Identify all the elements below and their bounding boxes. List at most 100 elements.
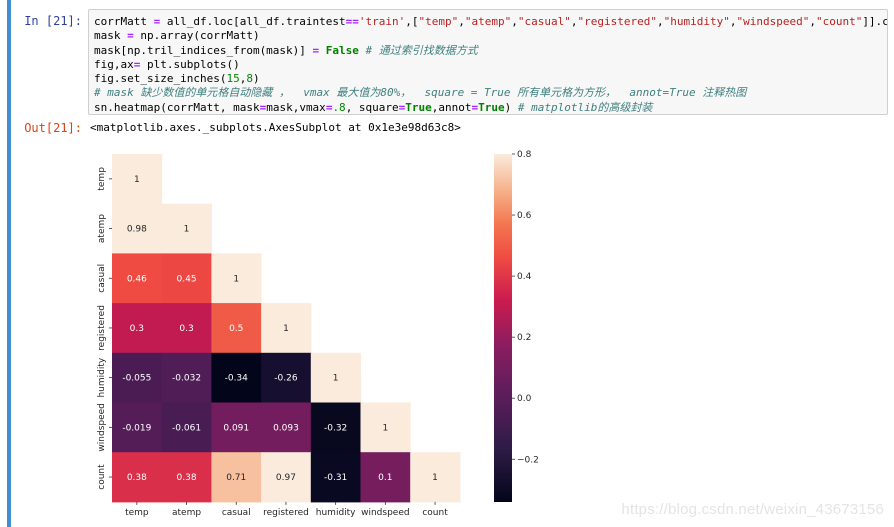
code-token: .8 [332,100,346,114]
y-tick-label: humidity [97,357,107,397]
heatmap-cell [161,303,212,354]
code-token: ,[ [405,15,419,28]
code-token: False [325,43,359,57]
code-token: = [325,100,333,114]
heatmap-cell [310,352,361,403]
code-token: "registered" [577,15,657,28]
cell-annotation: 0.3 [179,324,193,334]
code-token: ,annot [431,100,472,114]
heatmap-cell [261,352,312,403]
heatmap-cell [211,452,262,503]
colorbar-ticks: 0.8 0.6 0.4 0.2 0.0 −0.2 [512,150,539,465]
code-token: = [398,100,406,114]
cell-annotation: 0.38 [177,473,197,483]
code-token: sn.heatmap(corrMatt, mask [94,100,260,114]
cell-annotation: 1 [233,274,239,284]
code-token: # mask 缺少数值的单元格自动隐藏 ， vmax 最大值为80%， squa… [94,86,747,100]
cell-annotation: 0.98 [127,225,147,235]
x-tick-label: humidity [316,508,356,518]
code-token: mask[np.tril_indices_from(mask)] [94,43,313,57]
cell-annotation: 1 [432,473,438,483]
code-token: = [127,29,134,43]
cell-annotation: -0.061 [172,423,201,433]
cell-annotation: 0.091 [223,423,249,433]
code-token: = [133,57,141,71]
y-tick-label: casual [97,264,107,293]
heatmap-cell [161,253,212,304]
x-tick-label: casual [222,508,251,518]
code-token: 8 [246,72,253,86]
code-token: all_df.loc[all_df.traintest [160,15,346,28]
colorbar-tick-label: 0.0 [517,394,532,404]
code-token: , [239,72,247,86]
heatmap-cell [310,402,361,453]
cell-annotation: 1 [184,225,190,235]
heatmap-cell [112,352,163,403]
y-tick-label: count [97,464,107,490]
heatmap-cell [112,402,163,453]
cell-annotation: -0.31 [324,473,347,483]
output-prompt: Out[21]: [24,121,82,135]
code-token: fig.set_size_inches( [94,72,227,86]
heatmap-cell [261,402,312,453]
y-tick-label: temp [97,167,107,191]
x-tick-label: count [422,508,448,518]
x-tick-label: registered [263,508,309,518]
code-token: == [345,15,359,28]
watermark: https://blog.csdn.net/weixin_43673156 [621,501,884,518]
code-token: , [809,15,816,28]
heatmap-cell [161,203,212,254]
heatmap-cell [360,452,411,503]
cell-annotation: 0.3 [130,324,144,334]
code-token: fig,ax [94,57,134,71]
heatmap-cell [360,402,411,453]
cell-annotation: -0.32 [324,423,347,433]
code-token: = [259,100,267,114]
heatmap-cell [261,452,312,503]
input-prompt: In [21]: [24,14,82,28]
cell-annotation: 0.97 [276,473,296,483]
code-token: True [478,100,505,114]
heatmap-cell [112,452,163,503]
code-line: fig,ax= plt.subplots() [94,58,887,72]
code-token: = [312,43,320,57]
heatmap-cell [112,203,163,254]
x-tick-label: atemp [172,508,201,518]
code-token: , [458,15,465,28]
colorbar-tick-label: −0.2 [517,455,539,465]
cell-annotation: -0.34 [225,374,249,384]
y-tick-label: registered [97,305,107,351]
heatmap-cell [211,352,262,403]
cell-annotation: 1 [333,374,339,384]
cell-annotation: 0.5 [229,324,243,334]
heatmap-cell [112,253,163,304]
code-token: "windspeed" [736,15,810,28]
code-line: # mask 缺少数值的单元格自动隐藏 ， vmax 最大值为80%， squa… [94,86,887,100]
code-token: = [153,15,161,28]
code-token: , [656,15,664,28]
code-token: , [511,15,518,28]
code-token: ]].corr() [862,15,888,28]
code-token: mask,vmax [266,100,326,114]
code-token: "casual" [517,15,571,28]
code-token: "temp" [418,15,459,28]
colorbar-tick-label: 0.8 [517,150,532,160]
cell-annotation: -0.26 [274,374,298,384]
code-editor[interactable]: corrMatt = all_df.loc[all_df.traintest==… [88,9,888,115]
code-token: # matplotlib的高级封装 [517,100,653,114]
code-token: , [570,15,578,28]
heatmap-cell [211,303,262,354]
cell-annotation: 0.38 [127,473,147,483]
code-token: True [405,100,432,114]
code-token: , [729,15,737,28]
code-token: 15 [226,72,240,86]
output-repr: <matplotlib.axes._subplots.AxesSubplot a… [90,121,461,134]
code-token: np.array(corrMatt) [133,29,260,43]
colorbar-tick-label: 0.6 [517,211,532,221]
heatmap-cell [161,402,212,453]
y-tick-label: atemp [97,214,107,243]
x-tick-label: windspeed [361,508,409,518]
code-token: ) [504,100,518,114]
code-token: "atemp" [464,15,512,28]
cell-selection-bar [7,0,11,527]
